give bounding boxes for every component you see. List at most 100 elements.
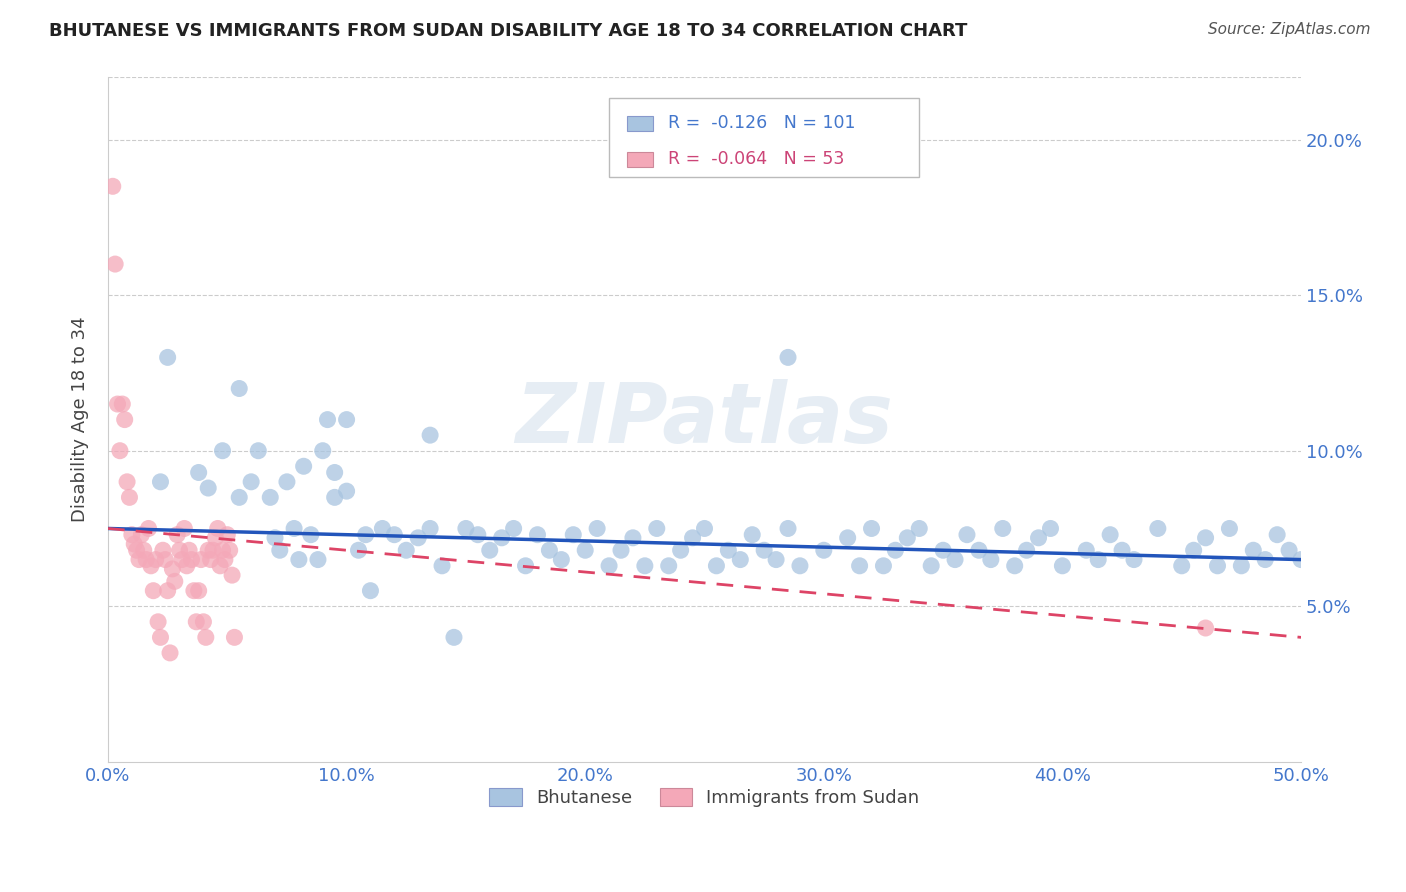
Point <box>837 531 859 545</box>
Point <box>752 543 775 558</box>
Point <box>1099 527 1122 541</box>
Point <box>574 543 596 558</box>
Legend: Bhutanese, Immigrants from Sudan: Bhutanese, Immigrants from Sudan <box>482 780 927 814</box>
Point <box>197 543 219 558</box>
Point <box>142 583 165 598</box>
Point <box>121 527 143 541</box>
Point <box>152 543 174 558</box>
FancyBboxPatch shape <box>627 116 654 131</box>
Point <box>884 543 907 558</box>
Point <box>920 558 942 573</box>
Point <box>872 558 894 573</box>
Point <box>194 631 217 645</box>
Point <box>491 531 513 545</box>
Point <box>502 521 524 535</box>
FancyBboxPatch shape <box>627 152 654 167</box>
Point <box>228 382 250 396</box>
Point <box>101 179 124 194</box>
Point <box>1015 543 1038 558</box>
Point <box>162 562 184 576</box>
Point <box>115 475 138 489</box>
Point <box>149 631 172 645</box>
Point <box>156 351 179 365</box>
Point <box>183 583 205 598</box>
Text: BHUTANESE VS IMMIGRANTS FROM SUDAN DISABILITY AGE 18 TO 34 CORRELATION CHART: BHUTANESE VS IMMIGRANTS FROM SUDAN DISAB… <box>49 22 967 40</box>
Point <box>228 491 250 505</box>
Point <box>186 615 208 629</box>
Point <box>693 521 716 535</box>
Point <box>122 537 145 551</box>
Point <box>166 527 188 541</box>
Text: R =  -0.064   N = 53: R = -0.064 N = 53 <box>668 151 844 169</box>
Point <box>240 475 263 489</box>
Point <box>145 552 167 566</box>
Point <box>813 543 835 558</box>
Point <box>179 543 201 558</box>
Point <box>1218 521 1240 535</box>
Point <box>515 558 537 573</box>
Point <box>1039 521 1062 535</box>
Point <box>980 552 1002 566</box>
Point <box>776 351 799 365</box>
Point <box>1289 552 1312 566</box>
Point <box>682 531 704 545</box>
Point <box>896 531 918 545</box>
Point <box>419 521 441 535</box>
Point <box>107 397 129 411</box>
Point <box>1004 558 1026 573</box>
Point <box>104 257 127 271</box>
Point <box>336 484 359 499</box>
Point <box>292 459 315 474</box>
Point <box>111 397 134 411</box>
Point <box>538 543 561 558</box>
Point <box>209 558 232 573</box>
Point <box>1028 531 1050 545</box>
Point <box>430 558 453 573</box>
Point <box>1194 621 1216 635</box>
Point <box>224 631 246 645</box>
Point <box>1206 558 1229 573</box>
Point <box>789 558 811 573</box>
FancyBboxPatch shape <box>609 98 920 177</box>
Point <box>264 531 287 545</box>
Point <box>288 552 311 566</box>
Point <box>371 521 394 535</box>
Point <box>467 527 489 541</box>
Point <box>419 428 441 442</box>
Point <box>991 521 1014 535</box>
Point <box>323 466 346 480</box>
Point <box>207 521 229 535</box>
Point <box>118 491 141 505</box>
Point <box>200 552 222 566</box>
Point <box>135 552 157 566</box>
Point <box>138 521 160 535</box>
Point <box>586 521 609 535</box>
Point <box>776 521 799 535</box>
Point <box>443 631 465 645</box>
Text: Source: ZipAtlas.com: Source: ZipAtlas.com <box>1208 22 1371 37</box>
Point <box>932 543 955 558</box>
Point <box>336 412 359 426</box>
Point <box>1087 552 1109 566</box>
Point <box>211 443 233 458</box>
Point <box>1278 543 1301 558</box>
Point <box>741 527 763 541</box>
Point <box>967 543 990 558</box>
Point <box>125 543 148 558</box>
Text: R =  -0.126   N = 101: R = -0.126 N = 101 <box>668 114 855 132</box>
Point <box>610 543 633 558</box>
Point <box>307 552 329 566</box>
Point <box>359 583 381 598</box>
Point <box>221 568 243 582</box>
Point <box>1182 543 1205 558</box>
Point <box>269 543 291 558</box>
Point <box>956 527 979 541</box>
Point <box>1147 521 1170 535</box>
Point <box>1230 558 1253 573</box>
Y-axis label: Disability Age 18 to 34: Disability Age 18 to 34 <box>72 317 89 523</box>
Point <box>146 615 169 629</box>
Point <box>114 412 136 426</box>
Point <box>526 527 548 541</box>
Point <box>259 491 281 505</box>
Point <box>169 543 191 558</box>
